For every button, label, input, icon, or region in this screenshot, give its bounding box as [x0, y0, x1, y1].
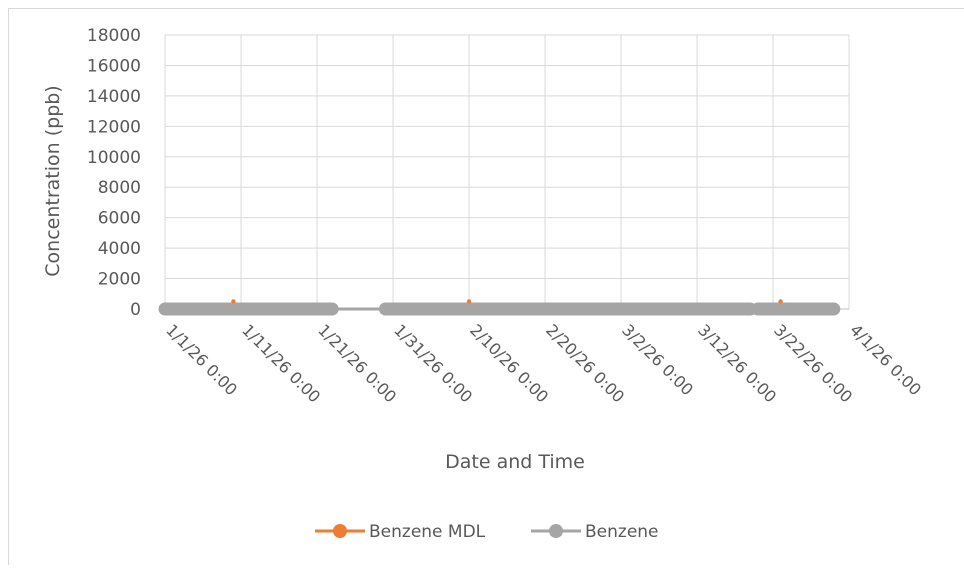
legend: Benzene MDL Benzene [315, 522, 659, 542]
legend-label: Benzene MDL [369, 522, 486, 542]
legend-marker [333, 524, 347, 538]
x-tick-label: 3/2/26 0:00 [618, 320, 697, 399]
benzene-mdl-point [231, 299, 236, 304]
y-tick-label: 8000 [98, 178, 141, 198]
x-axis-ticks: 1/1/26 0:001/11/26 0:001/21/26 0:001/31/… [162, 320, 925, 406]
x-tick-label: 1/31/26 0:00 [390, 320, 476, 406]
y-axis-ticks: 0 2000 4000 6000 8000 10000 12000 14000 16000 180… [87, 26, 141, 320]
y-tick-label: 0 [130, 300, 141, 320]
x-tick-label: 2/20/26 0:00 [542, 320, 628, 406]
y-tick-label: 10000 [87, 148, 141, 168]
chart-area: 0 2000 4000 6000 8000 10000 12000 14000 16000 180… [8, 8, 964, 565]
x-tick-label: 1/21/26 0:00 [314, 320, 400, 406]
y-tick-label: 16000 [87, 56, 141, 76]
benzene-mdl-point [466, 299, 472, 304]
line-chart: 0 2000 4000 6000 8000 10000 12000 14000 16000 180… [42, 26, 925, 542]
x-tick-label: 3/12/26 0:00 [694, 320, 780, 406]
benzene-mdl-point [778, 299, 783, 304]
x-tick-label: 4/1/26 0:00 [846, 320, 925, 399]
legend-marker [549, 524, 563, 538]
y-tick-label: 4000 [98, 239, 141, 259]
y-tick-label: 12000 [87, 117, 141, 137]
y-tick-label: 14000 [87, 87, 141, 107]
legend-label: Benzene [585, 522, 659, 542]
x-axis-title: Date and Time [445, 451, 585, 473]
series-layer [158, 299, 841, 316]
y-tick-label: 2000 [98, 270, 141, 290]
x-tick-label: 2/10/26 0:00 [466, 320, 552, 406]
y-tick-label: 6000 [98, 209, 141, 229]
y-axis-title: Concentration (ppb) [42, 85, 64, 276]
gridlines [164, 34, 850, 310]
y-tick-label: 18000 [87, 26, 141, 46]
x-tick-label: 1/11/26 0:00 [238, 320, 324, 406]
x-tick-label: 3/22/26 0:00 [770, 320, 856, 406]
x-tick-label: 1/1/26 0:00 [162, 320, 241, 399]
